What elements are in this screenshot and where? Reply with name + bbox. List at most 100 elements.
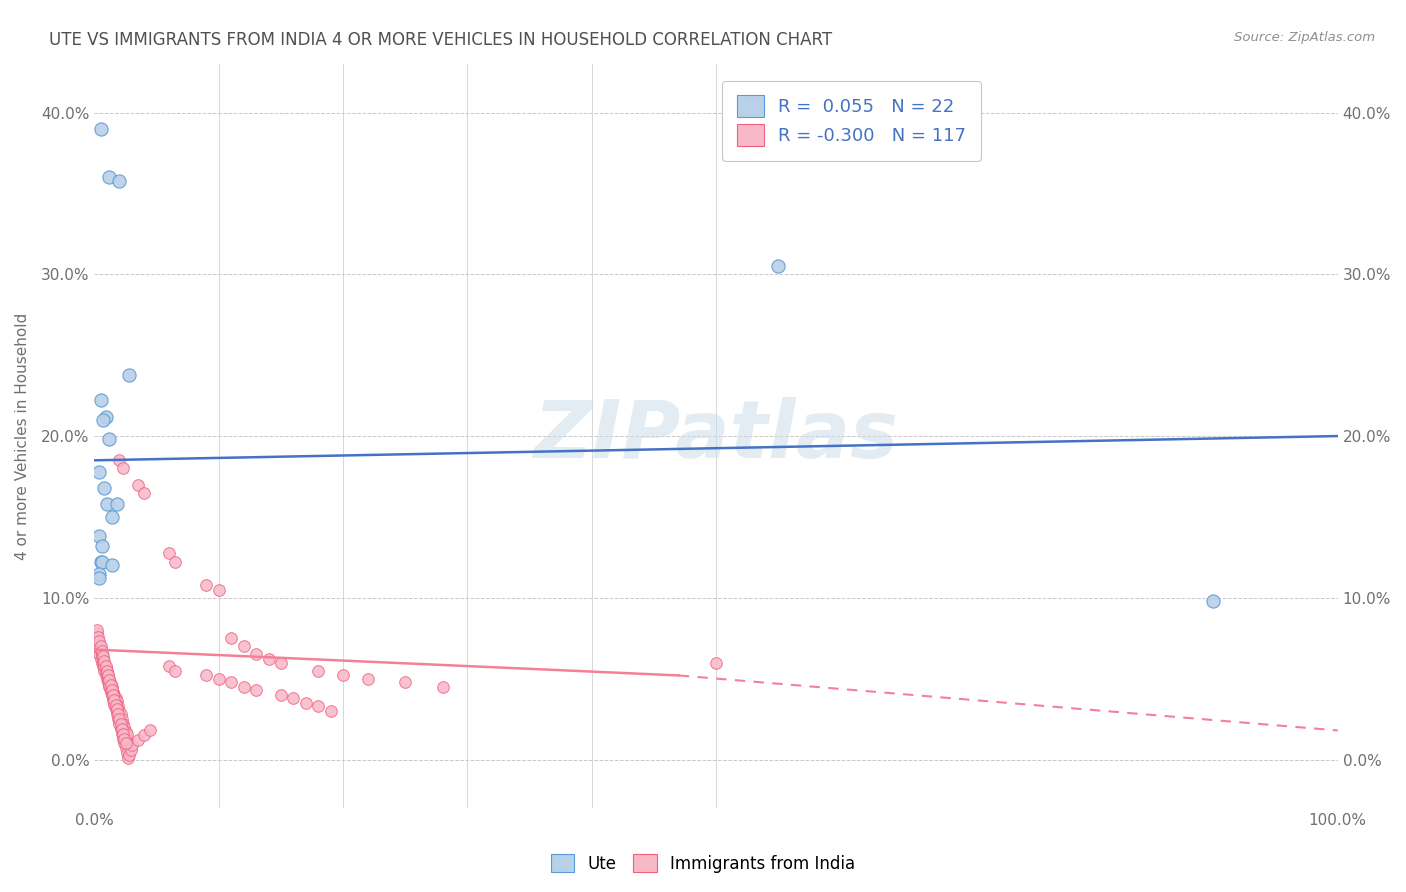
Point: [90, 642, 112, 657]
Point: [101, 558, 124, 573]
Point: [108, 712, 131, 726]
Point: [105, 702, 128, 716]
Legend: Ute, Immigrants from India: Ute, Immigrants from India: [544, 847, 862, 880]
Point: [245, 683, 267, 698]
Point: [307, 664, 329, 678]
Point: [319, 704, 342, 718]
Point: [89, 648, 111, 662]
Point: [115, 746, 138, 760]
Point: [103, 692, 125, 706]
Point: [165, 664, 187, 678]
Point: [108, 717, 131, 731]
Point: [94, 660, 117, 674]
Point: [86, 626, 108, 640]
Point: [112, 727, 135, 741]
Point: [104, 702, 127, 716]
Point: [101, 680, 124, 694]
Point: [105, 707, 128, 722]
Point: [93, 654, 115, 668]
Point: [766, 259, 789, 273]
Point: [112, 731, 135, 746]
Point: [89, 571, 111, 585]
Point: [219, 674, 242, 689]
Point: [86, 632, 108, 646]
Point: [94, 664, 117, 678]
Point: [103, 688, 125, 702]
Point: [110, 715, 132, 730]
Y-axis label: 4 or more Vehicles in Household: 4 or more Vehicles in Household: [15, 312, 30, 559]
Point: [295, 696, 318, 710]
Point: [98, 170, 121, 185]
Point: [112, 461, 135, 475]
Point: [101, 688, 124, 702]
Point: [112, 731, 135, 746]
Point: [96, 664, 118, 678]
Point: [157, 545, 180, 559]
Point: [114, 736, 136, 750]
Point: [112, 723, 135, 738]
Point: [90, 644, 112, 658]
Point: [307, 699, 329, 714]
Point: [96, 672, 118, 686]
Point: [111, 720, 134, 734]
Point: [208, 672, 231, 686]
Point: [105, 694, 128, 708]
Point: [111, 722, 134, 736]
Point: [357, 672, 380, 686]
Point: [93, 658, 115, 673]
Point: [101, 691, 124, 706]
Point: [96, 668, 118, 682]
Point: [115, 727, 138, 741]
Point: [89, 640, 111, 654]
Point: [118, 747, 141, 762]
Point: [107, 699, 129, 714]
Point: [157, 658, 180, 673]
Point: [105, 704, 128, 718]
Point: [87, 634, 110, 648]
Point: [283, 691, 305, 706]
Point: [232, 640, 254, 654]
Point: [120, 743, 142, 757]
Point: [91, 650, 114, 665]
Point: [90, 640, 112, 654]
Point: [90, 121, 112, 136]
Point: [107, 707, 129, 722]
Point: [112, 728, 135, 742]
Point: [432, 680, 454, 694]
Legend: R =  0.055   N = 22, R = -0.300   N = 117: R = 0.055 N = 22, R = -0.300 N = 117: [723, 80, 980, 161]
Point: [98, 678, 121, 692]
Point: [112, 717, 135, 731]
Point: [94, 409, 117, 424]
Point: [100, 676, 122, 690]
Point: [90, 555, 112, 569]
Point: [87, 642, 110, 657]
Point: [121, 738, 143, 752]
Point: [100, 684, 122, 698]
Point: [101, 688, 124, 702]
Point: [114, 731, 136, 746]
Point: [139, 723, 162, 738]
Point: [105, 497, 128, 511]
Point: [96, 497, 118, 511]
Point: [87, 630, 110, 644]
Point: [101, 683, 124, 698]
Point: [94, 658, 117, 673]
Point: [97, 674, 120, 689]
Point: [100, 683, 122, 698]
Point: [208, 582, 231, 597]
Point: [108, 453, 131, 467]
Point: [98, 673, 121, 688]
Point: [97, 673, 120, 688]
Point: [219, 632, 242, 646]
Point: [101, 510, 124, 524]
Point: [118, 368, 141, 382]
Point: [112, 736, 135, 750]
Point: [89, 636, 111, 650]
Point: [394, 674, 416, 689]
Point: [90, 393, 112, 408]
Point: [704, 656, 727, 670]
Point: [104, 691, 127, 706]
Point: [232, 680, 254, 694]
Point: [195, 668, 218, 682]
Point: [332, 668, 354, 682]
